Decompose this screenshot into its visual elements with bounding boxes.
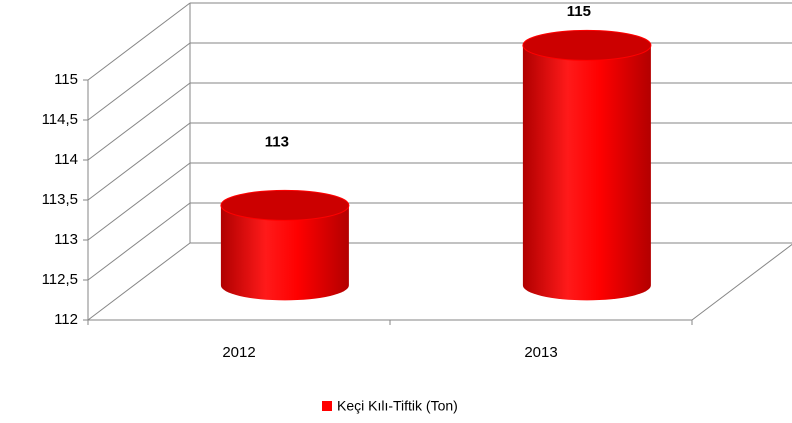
legend-label: Keçi Kılı-Tiftik (Ton) [337,398,458,414]
cylinder-body [522,45,651,301]
y-tick-label: 115 [54,71,78,88]
grid-line [87,202,191,281]
y-tick-label: 112,5 [42,271,78,288]
cylinder [220,189,350,301]
legend-swatch [322,401,332,411]
y-tick-label: 114 [54,151,78,168]
floor-edge [691,243,792,321]
cylinder [522,29,652,301]
grid-line [87,2,191,81]
cylinder-top [220,189,350,221]
data-label: 113 [265,133,289,150]
y-tick-label: 113 [54,231,78,248]
grid-line [87,42,191,121]
cylinder-top [522,29,652,61]
grid-line [87,122,191,201]
y-tick-label: 113,5 [42,191,78,208]
x-tick-label: 2013 [524,344,557,361]
cylinder-body [220,205,349,301]
grid-line [87,162,191,241]
data-label: 115 [567,3,591,20]
y-tick-label: 112 [54,311,78,328]
y-tick-label: 114,5 [42,111,78,128]
grid-line [87,242,191,321]
x-tick-label: 2012 [222,344,255,361]
grid-line [87,82,191,161]
